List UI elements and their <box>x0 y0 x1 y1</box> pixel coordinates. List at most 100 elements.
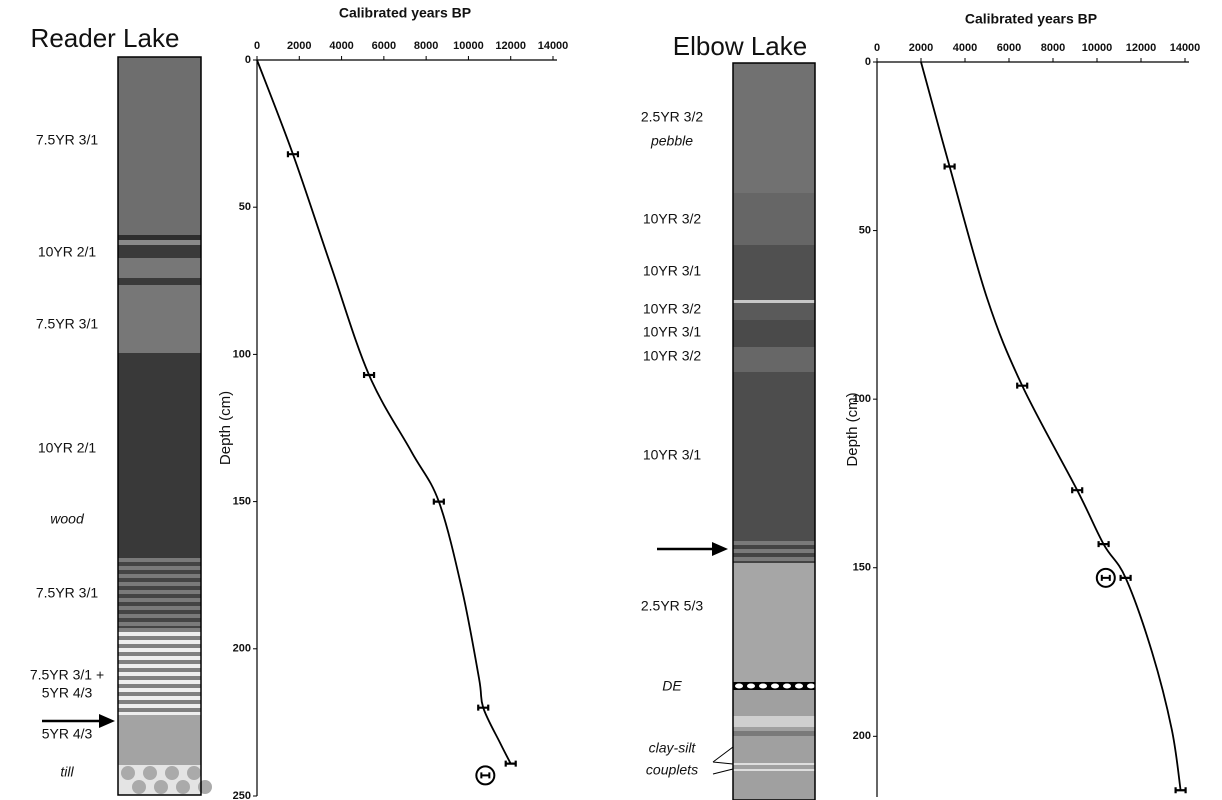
core-band <box>733 347 815 372</box>
core-band <box>118 558 201 562</box>
core-band <box>733 690 815 800</box>
unit-label: 10YR 3/1 <box>643 263 702 279</box>
unit-label: 10YR 2/1 <box>38 244 97 260</box>
core-band <box>118 590 201 594</box>
x-tick-label: 4000 <box>329 40 353 52</box>
core-band <box>118 684 201 688</box>
till-clast <box>187 766 201 780</box>
y-tick-label: 50 <box>859 224 871 236</box>
core-band <box>733 193 815 245</box>
unit-label: 7.5YR 3/1 + <box>30 667 104 683</box>
unit-label: 10YR 3/2 <box>643 348 702 364</box>
core-band <box>733 300 815 303</box>
x-tick-label: 10000 <box>1082 42 1113 54</box>
y-tick-label: 200 <box>853 730 871 742</box>
core-band <box>118 640 201 644</box>
core-band <box>118 582 201 586</box>
core-band <box>118 656 201 660</box>
unit-label: 7.5YR 3/1 <box>36 585 98 601</box>
core-band <box>118 570 201 574</box>
core-band <box>118 688 201 692</box>
dated-sample <box>432 498 445 505</box>
y-tick-label: 50 <box>239 201 251 213</box>
x-axis-label: Calibrated years BP <box>339 5 471 21</box>
core-band <box>118 628 201 632</box>
age-model-line <box>920 61 1182 791</box>
x-tick-label: 8000 <box>414 40 438 52</box>
unit-label: clay-silt <box>649 740 697 756</box>
core-band <box>733 372 815 541</box>
core-band <box>733 553 815 557</box>
unit-label: 7.5YR 3/1 <box>36 132 98 148</box>
core-band <box>733 549 815 553</box>
core-outline <box>732 62 816 800</box>
till-clast <box>176 780 190 794</box>
x-tick-label: 6000 <box>372 40 396 52</box>
core-outline <box>117 56 202 796</box>
core-band <box>118 594 201 598</box>
dated-sample <box>286 151 300 158</box>
core-band <box>733 763 815 765</box>
core-band <box>118 235 201 240</box>
core-band <box>118 622 201 626</box>
core-band <box>118 598 201 602</box>
core-band <box>118 278 201 285</box>
core-band <box>118 660 201 664</box>
unit-label: till <box>60 764 74 780</box>
de-mark <box>783 683 791 689</box>
unit-label: 10YR 3/1 <box>643 324 702 340</box>
core-band <box>118 240 201 245</box>
x-tick-label: 14000 <box>1170 42 1201 54</box>
core-band <box>733 557 815 561</box>
x-tick-label: 6000 <box>997 42 1021 54</box>
dated-sample <box>943 163 956 170</box>
core-band <box>118 574 201 578</box>
core-band <box>118 353 201 558</box>
core-band <box>118 610 201 614</box>
core-band <box>118 614 201 618</box>
unit-label: 7.5YR 3/1 <box>36 316 98 332</box>
unit-label: couplets <box>646 762 698 778</box>
core-band <box>118 618 201 622</box>
core-band <box>118 644 201 648</box>
till-clast <box>143 766 157 780</box>
core-band <box>118 636 201 640</box>
x-tick-label: 8000 <box>1041 42 1065 54</box>
x-tick-label: 10000 <box>453 40 484 52</box>
dated-sample <box>362 372 376 379</box>
unit-label: pebble <box>650 133 693 149</box>
core-band <box>118 664 201 668</box>
core-band <box>118 562 201 566</box>
y-tick-label: 100 <box>853 393 871 405</box>
core-band <box>118 700 201 704</box>
core-band <box>733 716 815 727</box>
y-axis-label: Depth (cm) <box>217 391 234 465</box>
outlier-bar <box>1100 574 1111 581</box>
outlier-date <box>1095 567 1116 588</box>
core-band <box>118 632 201 636</box>
y-tick-label: 150 <box>853 562 871 574</box>
leader <box>712 746 734 775</box>
core-band <box>118 57 201 235</box>
y-tick-label: 0 <box>865 56 871 68</box>
x-axis-label: Calibrated years BP <box>965 11 1097 27</box>
y-tick-label: 250 <box>233 790 251 800</box>
till-clast <box>198 780 212 794</box>
core-band <box>118 652 201 656</box>
unit-label: 5YR 4/3 <box>42 726 93 742</box>
de-mark <box>747 683 755 689</box>
unit-label: 2.5YR 3/2 <box>641 109 703 125</box>
x-tick-label: 4000 <box>953 42 977 54</box>
x-tick-label: 0 <box>254 40 260 52</box>
de-mark <box>807 683 815 689</box>
unit-label: 10YR 3/1 <box>643 447 702 463</box>
x-tick-label: 2000 <box>287 40 311 52</box>
core-band <box>118 602 201 606</box>
core-band <box>118 648 201 652</box>
x-tick-label: 12000 <box>495 40 526 52</box>
dated-sample <box>504 760 517 767</box>
core-band <box>118 708 201 712</box>
dated-sample <box>1016 382 1029 389</box>
chart-title: Reader Lake <box>31 23 180 53</box>
